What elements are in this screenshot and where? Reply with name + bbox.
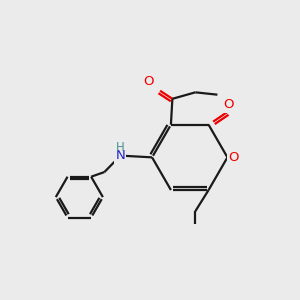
Text: O: O (229, 151, 239, 164)
Text: O: O (223, 98, 234, 112)
Text: N: N (116, 149, 125, 162)
Text: O: O (144, 75, 154, 88)
Text: H: H (116, 141, 124, 154)
